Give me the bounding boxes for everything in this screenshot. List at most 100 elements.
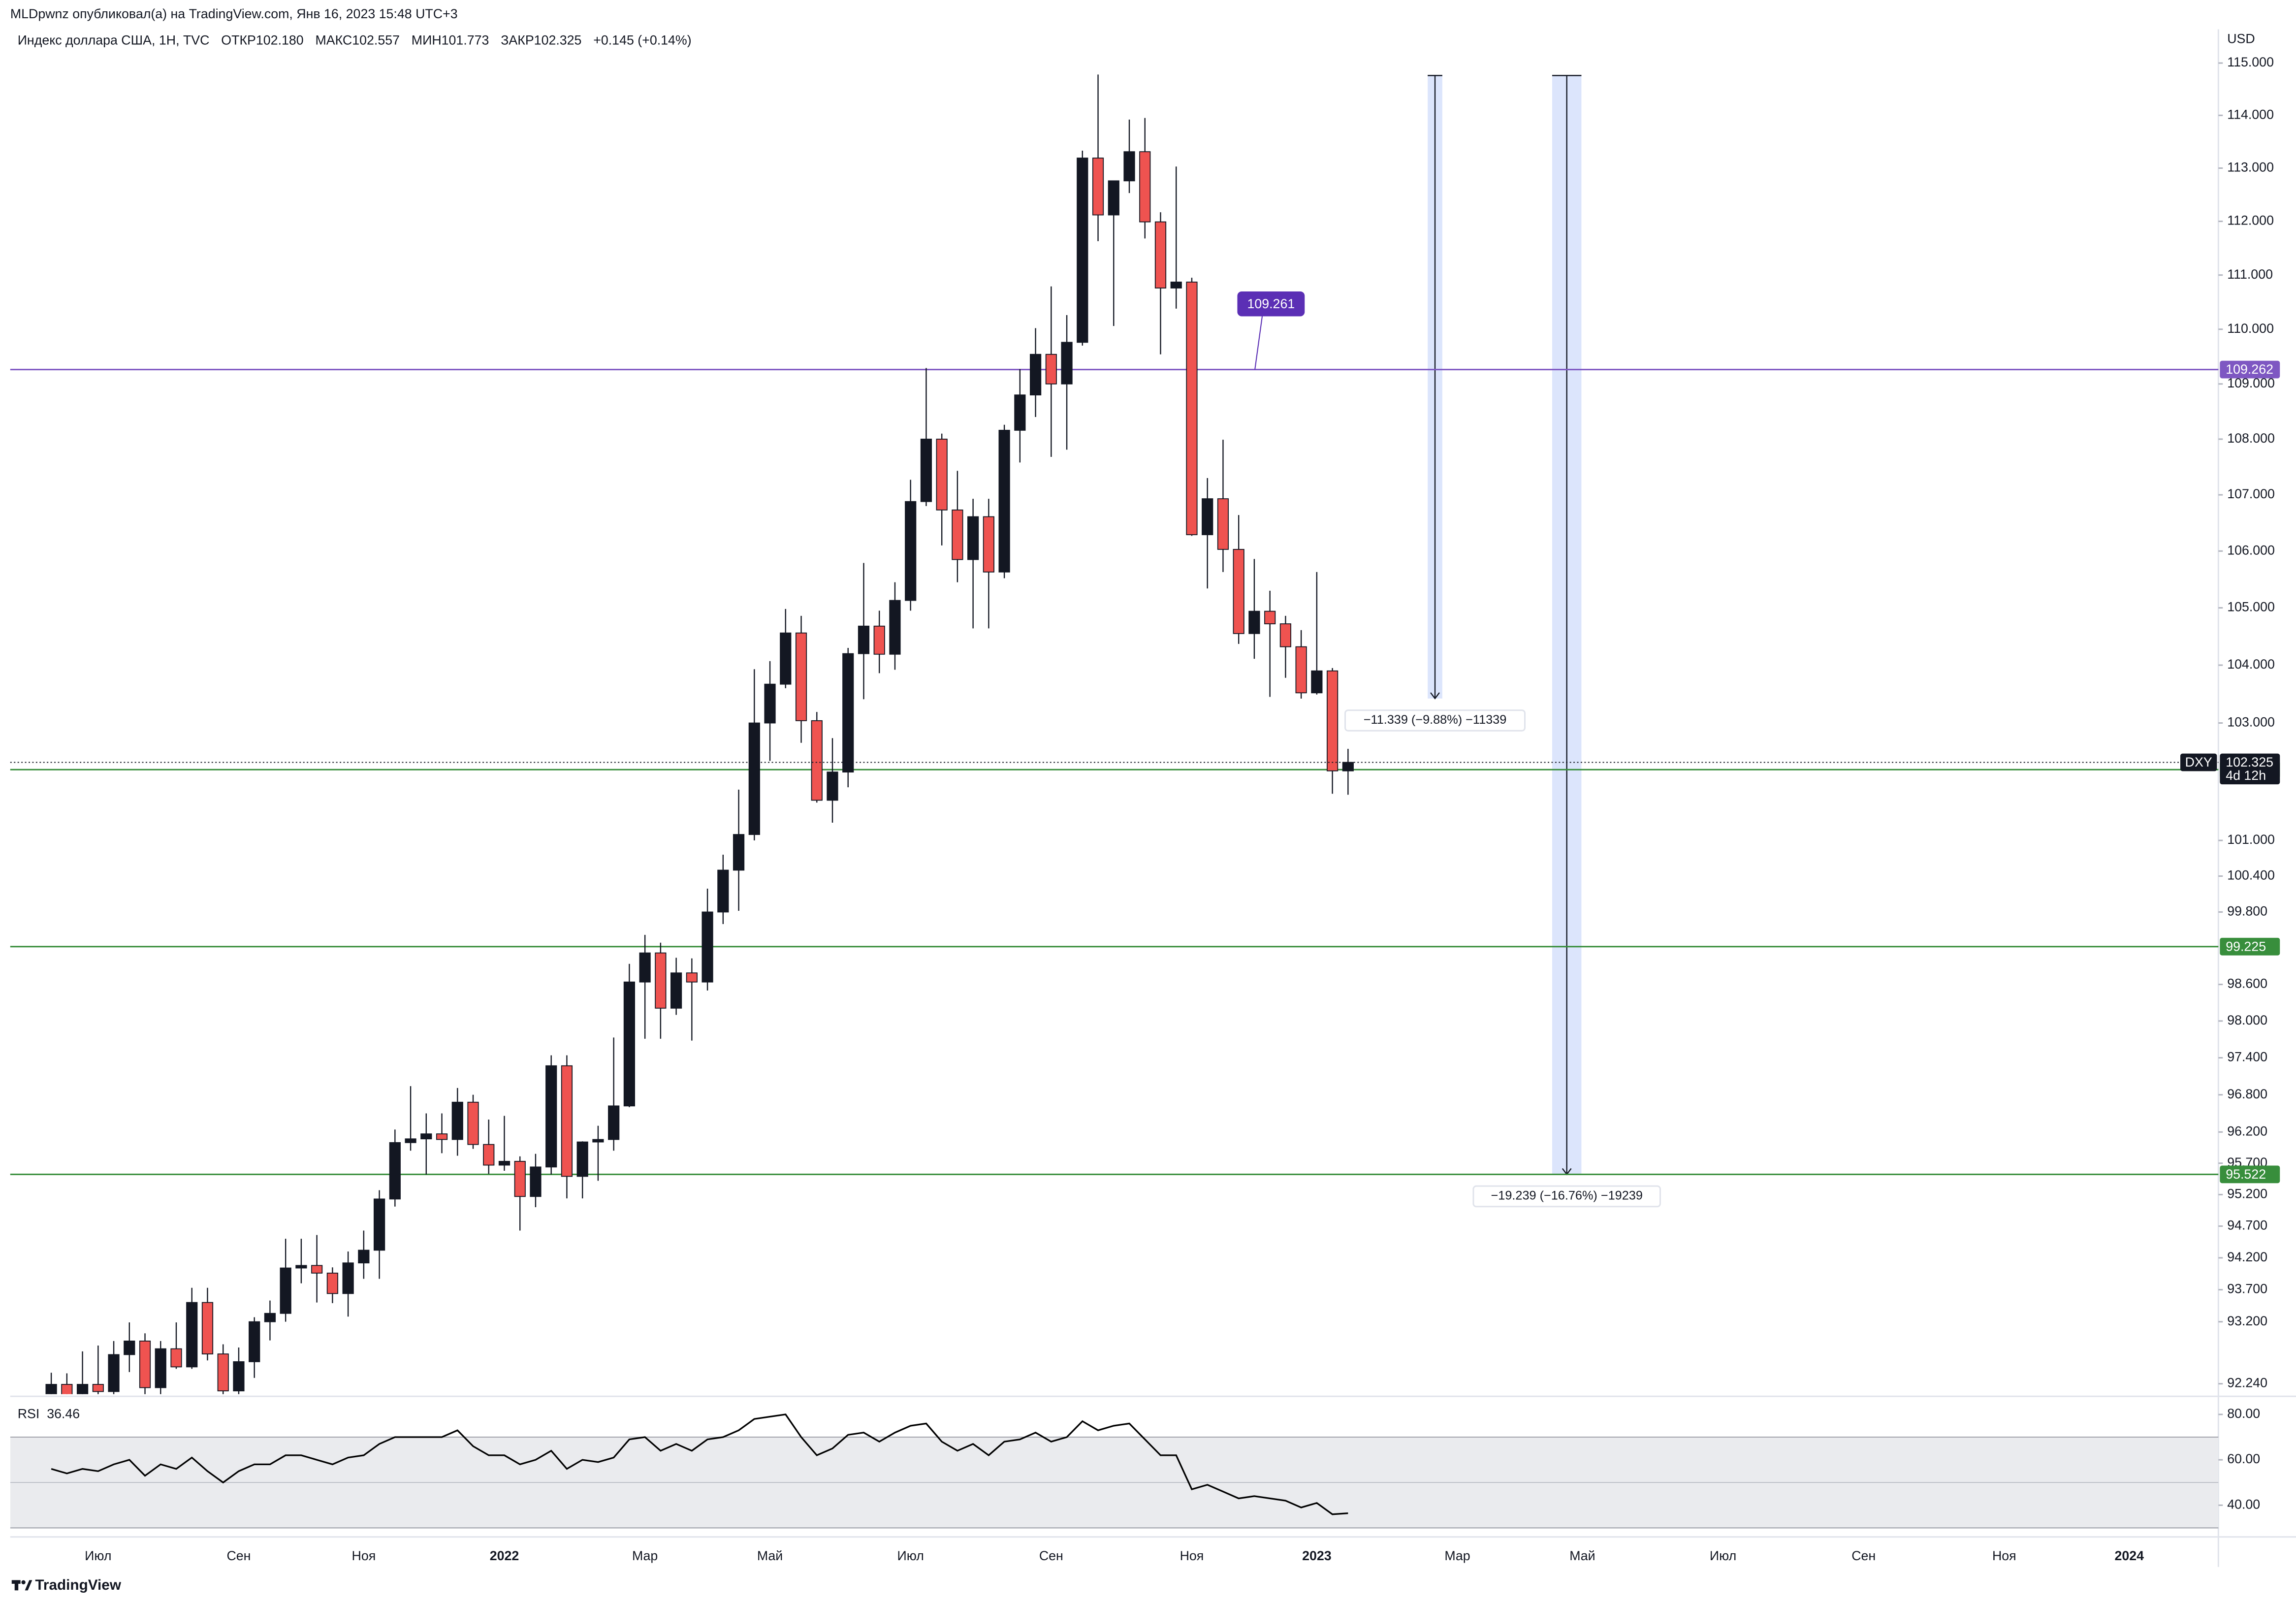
candle-body	[420, 1133, 432, 1140]
callout-label: 109.261	[1247, 296, 1295, 311]
candle-body	[498, 1160, 510, 1166]
candle-body	[61, 1384, 73, 1394]
candle-body	[1139, 151, 1151, 223]
y-tick-label: 96.200	[2227, 1123, 2267, 1138]
price-label: 99.225	[2226, 939, 2266, 954]
y-tick-label: 106.000	[2227, 543, 2275, 557]
candle-body	[1186, 282, 1198, 535]
x-tick-label: Сен	[1851, 1548, 1876, 1563]
legend-item: ЗАКР102.325	[501, 32, 581, 47]
candle-body	[311, 1265, 323, 1274]
y-tick-label: 111.000	[2227, 267, 2273, 282]
y-tick-label: 94.700	[2227, 1218, 2267, 1233]
legend-item: МАКС102.557	[315, 32, 400, 47]
candle-body	[155, 1348, 166, 1388]
y-tick-label: 101.000	[2227, 832, 2275, 847]
candle-body	[1092, 158, 1104, 216]
candle-body	[686, 972, 698, 983]
candle-body	[186, 1302, 198, 1368]
candle-body	[623, 981, 636, 1107]
candle-body	[670, 972, 682, 1009]
candle-body	[639, 952, 651, 983]
y-tick-label: 95.200	[2227, 1186, 2267, 1201]
legend-item: Индекс доллара США, 1Н, TVC	[18, 32, 210, 47]
y-tick-label: 93.700	[2227, 1282, 2267, 1296]
price-label-box	[2220, 1165, 2280, 1184]
candle-body	[170, 1348, 182, 1368]
price-label: 95.522	[2226, 1167, 2266, 1182]
candle-body	[1233, 548, 1244, 634]
candle-body	[1279, 623, 1291, 647]
rsi-line	[51, 1413, 1348, 1515]
candle-body	[451, 1101, 463, 1140]
candle-body	[733, 834, 745, 871]
x-tick-label: Мар	[1444, 1548, 1470, 1563]
price-label-box	[2220, 937, 2280, 956]
x-tick-label: 2024	[2114, 1548, 2144, 1563]
y-tick-label: 115.000	[2227, 55, 2274, 69]
legend: Индекс доллара США, 1Н, TVC ОТКР102.180 МА…	[18, 32, 692, 47]
x-tick-label: Сен	[226, 1548, 251, 1563]
x-tick-label: Июл	[1710, 1548, 1736, 1563]
candle-body	[530, 1166, 542, 1197]
candle-body	[264, 1313, 276, 1322]
y-tick-label: 92.240	[2227, 1376, 2267, 1390]
candle-body	[217, 1353, 229, 1392]
rsi-tick-label: 80.00	[2227, 1406, 2260, 1421]
symbol-label: DXY	[2185, 755, 2212, 770]
candle-body	[514, 1160, 526, 1197]
candle-body	[483, 1144, 495, 1166]
footer-brand: TradingView	[35, 1577, 121, 1593]
callout-pointer	[1254, 316, 1263, 370]
candles	[45, 74, 1354, 1394]
candle-body	[842, 653, 854, 773]
candle-body	[780, 632, 792, 685]
measures	[1428, 75, 1582, 1176]
candle-body	[1029, 353, 1042, 396]
candle-body	[342, 1262, 354, 1294]
candle-body	[702, 911, 713, 983]
symbol-box	[2180, 753, 2217, 771]
candle-body	[967, 516, 979, 560]
candle-body	[326, 1272, 338, 1294]
y-tick-label: 97.400	[2227, 1050, 2267, 1064]
measure-label-box	[1344, 709, 1526, 732]
candle-body	[1108, 180, 1119, 216]
measure-label: −11.339 (−9.88%) −11339	[1364, 713, 1507, 727]
legend-item: МИН101.773	[412, 32, 489, 47]
tv-logo	[11, 1580, 32, 1591]
candle-body	[608, 1105, 620, 1140]
currency-label: USD	[2227, 31, 2255, 46]
x-tick-label: Июл	[85, 1548, 111, 1563]
candle-body	[827, 771, 838, 801]
publish-header: MLDpwnz опубликовал(а) на TradingView.co…	[10, 6, 458, 21]
candle-body	[1311, 670, 1323, 694]
candle-body	[76, 1384, 89, 1394]
x-tick-label: Июл	[897, 1548, 924, 1563]
candle-body	[873, 625, 885, 655]
candle-body	[201, 1302, 214, 1355]
candle-body	[576, 1141, 588, 1177]
x-tick-label: Сен	[1039, 1548, 1063, 1563]
rsi-tick-label: 60.00	[2227, 1451, 2260, 1466]
candle-body	[280, 1267, 291, 1314]
rsi-legend: RSI 36.46	[18, 1406, 80, 1421]
candle-body	[920, 439, 932, 502]
candle-body	[1045, 353, 1057, 385]
candle-body	[1061, 342, 1073, 385]
candle-body	[905, 501, 917, 601]
candle-body	[405, 1138, 416, 1143]
rsi-tick-label: 40.00	[2227, 1497, 2260, 1511]
callout-box	[1237, 291, 1305, 317]
candle-body	[545, 1065, 557, 1168]
y-tick-label: 100.400	[2227, 868, 2275, 883]
price-label: 109.262	[2226, 362, 2273, 377]
y-tick-label: 108.000	[2227, 431, 2275, 446]
candle-body	[952, 509, 963, 560]
x-tick-label: Ноя	[1992, 1548, 2016, 1563]
price-label-box	[2220, 360, 2280, 379]
y-tick-label: 113.000	[2227, 160, 2274, 175]
candle-body	[1295, 646, 1307, 694]
